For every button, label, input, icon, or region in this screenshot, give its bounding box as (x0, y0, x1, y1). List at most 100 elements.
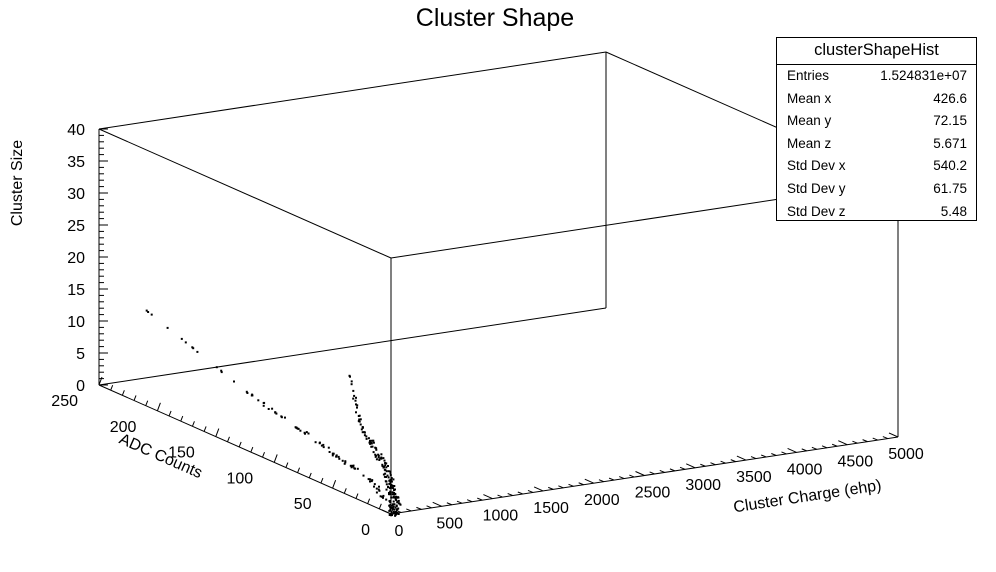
data-point-bottom (350, 380, 353, 383)
z-tick-label: 40 (67, 122, 85, 139)
y-minor-tick (355, 493, 359, 499)
data-point-bottom (389, 509, 392, 512)
x-minor-tick (730, 459, 736, 463)
data-point-side (215, 366, 218, 369)
data-point-side (307, 432, 310, 435)
data-point-side (318, 441, 321, 444)
data-point-side (349, 464, 352, 467)
x-tick (381, 509, 392, 515)
stats-value: 5.671 (933, 135, 967, 151)
data-point-bottom (354, 399, 357, 402)
data-point-side (305, 431, 308, 434)
data-point-side (166, 326, 169, 329)
y-minor-tick (262, 452, 265, 458)
y-minor-tick (367, 498, 371, 504)
data-point-bottom (395, 511, 397, 513)
data-point-side (337, 455, 340, 458)
data-point-bottom (357, 415, 360, 417)
data-point-bottom (389, 499, 392, 502)
data-point-bottom (370, 442, 373, 445)
y-tick (332, 480, 337, 489)
x-minor-tick (872, 437, 878, 441)
box-edge (98, 51, 607, 130)
data-point-side (284, 416, 286, 419)
y-minor-tick (343, 488, 347, 494)
data-point-bottom (383, 475, 386, 478)
data-point-bottom (389, 482, 392, 485)
data-point-side (251, 394, 254, 397)
data-point-side (299, 429, 302, 432)
data-point-bottom (369, 439, 371, 442)
data-point-bottom (392, 505, 395, 508)
data-point-bottom (391, 507, 394, 510)
data-point-side (350, 466, 353, 469)
data-point-bottom (372, 451, 375, 454)
x-minor-tick (598, 479, 605, 483)
data-point-bottom (393, 485, 396, 487)
data-point-bottom (355, 403, 357, 406)
y-minor-tick (308, 472, 312, 479)
data-point-side (335, 454, 338, 457)
data-point-bottom (390, 496, 393, 499)
y-minor-tick (320, 477, 324, 484)
z-tick-label: 20 (67, 250, 85, 267)
data-point-bottom (389, 472, 392, 475)
data-point-side (191, 346, 194, 349)
data-point-bottom (392, 487, 395, 490)
z-tick-label: 5 (76, 346, 85, 363)
data-point-side (262, 402, 265, 404)
data-point-side (351, 464, 353, 467)
data-point-bottom (387, 470, 390, 473)
stats-row: Std Dev y 61.75 (777, 178, 976, 201)
data-point-bottom (395, 499, 398, 502)
data-point-bottom (363, 434, 366, 437)
data-point-bottom (361, 426, 364, 429)
data-point-bottom (388, 492, 390, 494)
z-tick-label: 35 (67, 154, 85, 171)
stats-row: Mean z 5.671 (777, 133, 976, 156)
data-point-bottom (381, 463, 384, 466)
data-point-side (246, 392, 249, 394)
data-point-side (295, 426, 298, 429)
data-point-bottom (356, 406, 358, 409)
x-minor-tick (527, 489, 534, 493)
stats-value: 61.75 (933, 180, 967, 196)
data-point-bottom (377, 453, 380, 456)
x-tick-label: 3000 (685, 477, 721, 494)
data-point-bottom (370, 445, 373, 448)
stats-label: Std Dev y (787, 180, 846, 196)
data-point-bottom (391, 491, 394, 494)
data-point-bottom (391, 504, 393, 507)
data-point-side (233, 380, 235, 383)
x-minor-tick (406, 508, 412, 512)
x-tick-label: 2500 (635, 485, 671, 502)
data-point-side (378, 489, 381, 492)
data-point-bottom (396, 511, 399, 514)
data-point-bottom (395, 508, 398, 511)
data-point-bottom (384, 469, 387, 472)
data-point-bottom (378, 459, 381, 461)
x-tick-label: 1500 (533, 500, 569, 517)
data-point-bottom (389, 481, 392, 484)
data-point-bottom (391, 493, 394, 496)
data-point-side (367, 478, 370, 481)
data-point-side (257, 399, 260, 402)
data-point-side (379, 495, 382, 498)
x-minor-tick (760, 454, 767, 458)
x-tick-label: 0 (395, 523, 404, 540)
data-point-side (369, 478, 372, 481)
data-point-side (373, 483, 376, 486)
data-point-side (220, 369, 223, 372)
x-minor-tick (821, 445, 828, 449)
data-point-bottom (389, 474, 392, 477)
data-point-bottom (389, 470, 392, 473)
data-point-side (145, 309, 148, 312)
data-point-side (344, 460, 347, 463)
y-minor-tick (203, 426, 207, 432)
x-minor-tick (882, 436, 889, 440)
data-point-side (385, 498, 388, 501)
x-minor-tick (426, 505, 432, 509)
y-tick-label: 200 (110, 419, 137, 436)
stats-row: Std Dev z 5.48 (777, 201, 976, 224)
